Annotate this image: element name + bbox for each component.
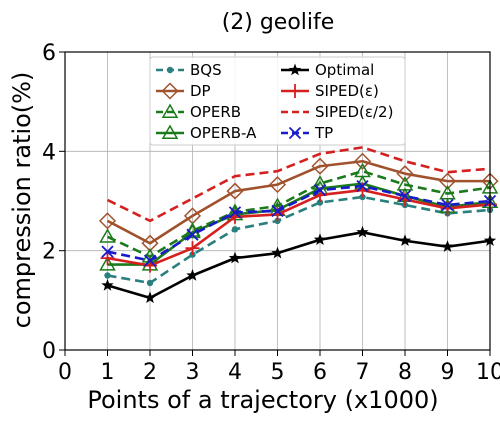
x-axis-label: Points of a trajectory (x1000) xyxy=(87,386,438,414)
series-line xyxy=(108,197,491,283)
x-tick-label: 9 xyxy=(441,360,455,385)
chart-title: (2) geolife xyxy=(222,10,335,35)
x-tick-label: 7 xyxy=(356,360,370,385)
x-tick-label: 8 xyxy=(398,360,412,385)
legend-marker xyxy=(167,67,173,73)
data-point xyxy=(104,272,110,278)
legend-label: SIPED(ε/2) xyxy=(315,103,393,121)
legend-label: DP xyxy=(190,82,211,100)
x-tick-label: 6 xyxy=(313,360,327,385)
data-point xyxy=(147,280,153,286)
y-tick-label: 6 xyxy=(42,41,56,66)
y-tick-label: 2 xyxy=(42,240,56,265)
legend-label: Optimal xyxy=(315,61,374,79)
legend: BQS DP OPERB OPERB-A Optimal SIPED(ε) SIPED(ε/… xyxy=(150,57,405,145)
data-point xyxy=(232,226,238,232)
y-tick-label: 0 xyxy=(42,339,56,364)
x-tick-label: 10 xyxy=(476,360,500,385)
x-tick-label: 2 xyxy=(143,360,157,385)
series-BQS xyxy=(104,194,493,286)
y-axis-label: compression ratio(%) xyxy=(8,72,36,329)
series-layer xyxy=(100,147,498,303)
y-tick-label: 4 xyxy=(42,140,56,165)
x-tick-label: 1 xyxy=(101,360,115,385)
series-line xyxy=(108,147,491,221)
series-SIPED(ε/2) xyxy=(108,147,491,221)
x-tick-label: 0 xyxy=(58,360,72,385)
legend-item: SIPED(ε) xyxy=(281,82,379,100)
legend-label: OPERB-A xyxy=(190,124,257,142)
x-tick-label: 5 xyxy=(271,360,285,385)
legend-label: BQS xyxy=(190,61,222,79)
x-tick-label: 3 xyxy=(186,360,200,385)
legend-label: SIPED(ε) xyxy=(315,82,379,100)
series-line xyxy=(108,232,491,298)
series-line xyxy=(108,186,491,261)
legend-label: TP xyxy=(314,124,333,142)
series-SIPED(ε) xyxy=(101,183,498,272)
legend-label: OPERB xyxy=(190,103,241,121)
x-tick-label: 4 xyxy=(228,360,242,385)
